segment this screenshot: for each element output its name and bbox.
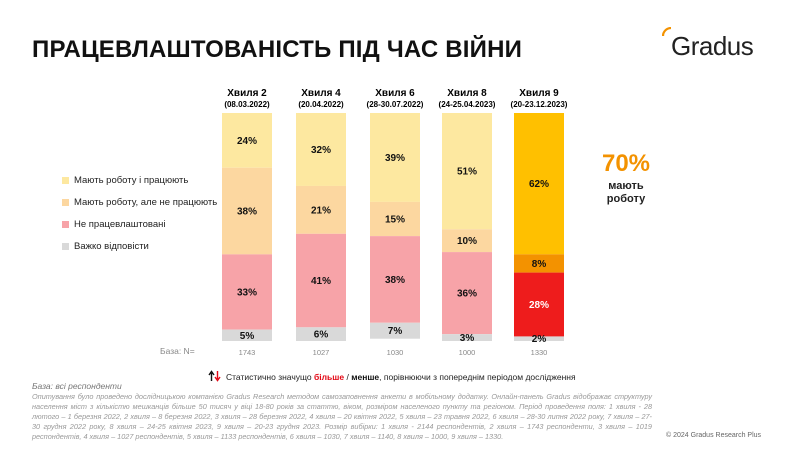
bar-value-label: 24%	[237, 136, 257, 147]
legend-swatch	[62, 199, 69, 206]
bar-value-label: 5%	[240, 331, 255, 342]
highlight-label: мають роботу	[606, 180, 646, 205]
bar-segment	[296, 185, 346, 234]
bar-segment	[370, 201, 420, 237]
bar-value-label: 15%	[385, 215, 405, 226]
base-n-value: 1743	[239, 348, 256, 357]
bar-value-label: 7%	[388, 326, 403, 337]
bar-segment	[222, 254, 272, 330]
significance-arrows-icon	[208, 370, 221, 382]
bar-segment	[514, 254, 564, 273]
bar-value-label: 38%	[237, 207, 257, 218]
significance-less: менше	[351, 372, 380, 382]
bar-value-label: 32%	[311, 145, 331, 156]
bar-value-label: 10%	[457, 236, 477, 247]
employment-highlight: 70% мають роботу	[586, 150, 666, 206]
wave-title: Хвиля 2	[227, 88, 267, 99]
wave-date: (28-30.07.2022)	[367, 100, 424, 109]
bar-value-label: 41%	[311, 276, 331, 287]
bar-segment	[296, 113, 346, 186]
bar-segment	[514, 113, 564, 255]
methodology-note: Опитування було проведено дослідницькою …	[32, 392, 652, 441]
significance-suffix: , порівнюючи з попереднім періодом дослі…	[379, 372, 576, 382]
bar-value-label: 28%	[529, 300, 549, 311]
wave-date: (20.04.2022)	[298, 100, 344, 109]
wave-date: (20-23.12.2023)	[511, 100, 568, 109]
bar-value-label: 38%	[385, 275, 405, 286]
bar-value-label: 36%	[457, 289, 477, 300]
bar-segment	[370, 113, 420, 202]
bar-value-label: 3%	[460, 333, 475, 344]
bar-segment	[442, 252, 492, 335]
bar-value-label: 21%	[311, 205, 331, 216]
legend-label: Мають роботу і працюють	[74, 175, 189, 186]
wave-title: Хвиля 6	[375, 88, 415, 99]
base-n-value: 1330	[531, 348, 548, 357]
legend-label: Важко відповісти	[74, 241, 149, 252]
wave-title: Хвиля 9	[519, 88, 559, 99]
base-n-value: 1030	[387, 348, 404, 357]
legend-label: Не працевлаштовані	[74, 219, 166, 230]
copyright: © 2024 Gradus Research Plus	[666, 432, 762, 439]
base-n-value: 1027	[313, 348, 330, 357]
bar-segment	[370, 322, 420, 339]
bar-segment	[442, 334, 492, 341]
page-title: ПРАЦЕВЛАШТОВАНІСТЬ ПІД ЧАС ВІЙНИ	[32, 36, 523, 63]
wave-date: (24-25.04.2023)	[439, 100, 496, 109]
legend-swatch	[62, 177, 69, 184]
base-label: База: N=	[160, 346, 195, 356]
wave-date: (08.03.2022)	[224, 100, 270, 109]
bar-segment	[514, 272, 564, 337]
bar-value-label: 62%	[529, 179, 549, 190]
bar-segment	[222, 167, 272, 255]
bar-value-label: 6%	[314, 330, 329, 341]
bar-segment	[296, 233, 346, 328]
significance-slash: /	[344, 372, 352, 382]
bar-segment	[514, 336, 564, 341]
significance-note: Статистично значущо більше / менше, порі…	[226, 372, 576, 382]
bar-value-label: 33%	[237, 287, 257, 298]
base-n-value: 1000	[459, 348, 476, 357]
bar-segment	[442, 229, 492, 253]
significance-more: більше	[314, 372, 345, 382]
wave-title: Хвиля 8	[447, 88, 487, 99]
bar-segment	[370, 236, 420, 323]
wave-title: Хвиля 4	[301, 88, 341, 99]
bar-value-label: 39%	[385, 153, 405, 164]
bar-value-label: 8%	[532, 259, 547, 270]
bar-value-label: 51%	[457, 167, 477, 178]
bar-value-label: 2%	[532, 334, 547, 345]
bar-segment	[442, 113, 492, 230]
gradus-logo-icon	[662, 27, 672, 37]
bar-segment	[222, 329, 272, 341]
bar-segment	[222, 113, 272, 168]
significance-prefix: Статистично значущо	[226, 372, 315, 382]
gradus-logo: Gradus	[671, 31, 754, 61]
legend-swatch	[62, 221, 69, 228]
highlight-value: 70%	[601, 150, 651, 177]
legend-swatch	[62, 243, 69, 250]
respondents-base: База: всі респонденти	[32, 381, 122, 391]
bar-segment	[296, 327, 346, 341]
legend-label: Мають роботу, але не працюють	[74, 197, 218, 208]
